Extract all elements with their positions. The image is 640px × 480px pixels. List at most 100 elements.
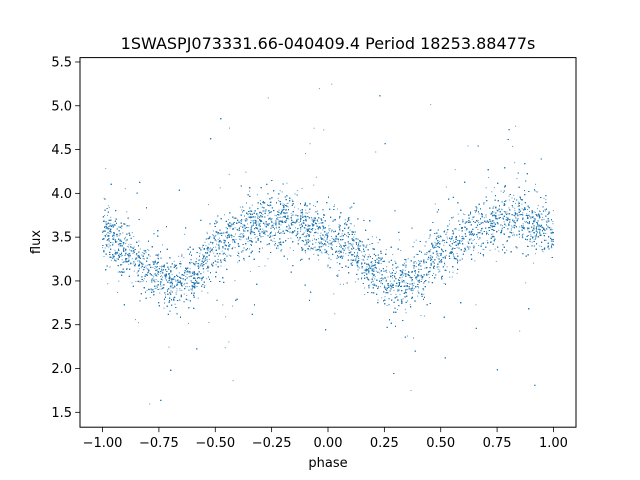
scatter-point: [533, 219, 535, 221]
scatter-point: [522, 223, 524, 225]
scatter-point: [334, 237, 336, 239]
scatter-point: [412, 292, 413, 294]
scatter-point: [527, 209, 528, 210]
scatter-point: [121, 227, 123, 229]
scatter-point: [364, 287, 366, 289]
scatter-point: [149, 297, 151, 299]
scatter-point: [413, 274, 415, 276]
scatter-point: [235, 238, 237, 240]
scatter-point: [212, 243, 213, 245]
scatter-point: [112, 238, 113, 240]
scatter-point: [294, 193, 296, 195]
scatter-point: [332, 240, 334, 242]
scatter-point: [505, 216, 507, 218]
scatter-point: [361, 277, 363, 279]
scatter-point: [155, 267, 157, 268]
scatter-point: [315, 176, 317, 178]
scatter-point: [128, 244, 130, 246]
scatter-point: [493, 187, 495, 189]
scatter-point: [471, 218, 473, 220]
scatter-point: [153, 276, 155, 278]
scatter-point: [464, 214, 466, 216]
scatter-point: [475, 211, 476, 213]
scatter-point: [517, 214, 519, 216]
scatter-point: [317, 228, 319, 230]
scatter-point: [112, 242, 114, 244]
scatter-point: [418, 260, 420, 262]
scatter-point: [277, 247, 279, 249]
scatter-point: [104, 215, 105, 217]
scatter-point: [313, 246, 315, 248]
scatter-point: [341, 233, 343, 235]
scatter-point: [534, 211, 536, 213]
scatter-point: [215, 246, 217, 248]
scatter-point: [304, 252, 306, 254]
scatter-point: [431, 263, 432, 265]
scatter-point: [157, 256, 159, 258]
scatter-point: [377, 299, 379, 301]
scatter-point: [266, 231, 268, 233]
scatter-point: [175, 292, 177, 294]
scatter-point: [257, 215, 259, 217]
scatter-point: [443, 244, 445, 246]
scatter-point: [352, 248, 354, 250]
scatter-point: [277, 219, 279, 220]
scatter-point: [126, 268, 128, 270]
scatter-point: [399, 239, 401, 241]
scatter-point: [368, 254, 370, 256]
scatter-point: [297, 240, 299, 242]
scatter-point: [345, 222, 347, 224]
scatter-point: [161, 265, 163, 267]
scatter-point: [546, 223, 547, 225]
scatter-point: [362, 255, 364, 257]
scatter-point: [390, 283, 392, 285]
scatter-point: [435, 251, 437, 253]
scatter-point: [547, 220, 549, 222]
scatter-point: [141, 254, 143, 256]
scatter-point: [418, 260, 419, 262]
scatter-point: [404, 262, 405, 264]
scatter-point: [303, 227, 305, 229]
scatter-point: [277, 197, 279, 199]
scatter-point: [287, 238, 289, 239]
scatter-point: [389, 271, 391, 273]
scatter-point: [338, 224, 340, 226]
scatter-point: [551, 247, 553, 249]
scatter-point: [241, 234, 243, 236]
scatter-point: [313, 205, 315, 207]
scatter-point: [203, 271, 205, 273]
scatter-point: [423, 293, 425, 295]
scatter-point: [142, 272, 144, 274]
scatter-point: [436, 253, 438, 255]
scatter-point: [217, 244, 219, 246]
scatter-point: [366, 258, 368, 260]
scatter-point: [268, 213, 270, 215]
scatter-point: [278, 217, 280, 218]
scatter-point: [146, 281, 147, 283]
scatter-point: [390, 273, 392, 274]
scatter-point: [210, 247, 211, 249]
scatter-point: [498, 229, 500, 231]
scatter-point: [276, 227, 278, 229]
scatter-point: [257, 214, 259, 216]
scatter-point: [286, 203, 288, 205]
scatter-point: [282, 203, 284, 205]
scatter-point: [302, 213, 304, 215]
scatter-point: [346, 235, 347, 237]
scatter-point: [103, 256, 105, 257]
scatter-point: [208, 258, 210, 260]
scatter-point: [418, 287, 419, 289]
scatter-point: [476, 209, 478, 211]
scatter-point: [228, 341, 230, 343]
scatter-point: [144, 273, 146, 275]
scatter-point: [534, 218, 536, 220]
scatter-point: [434, 241, 436, 243]
scatter-point: [154, 287, 156, 289]
scatter-point: [206, 233, 208, 235]
scatter-point: [330, 231, 332, 233]
scatter-point: [371, 263, 373, 265]
scatter-point: [228, 219, 230, 221]
scatter-point: [390, 294, 392, 295]
scatter-point: [347, 246, 349, 248]
scatter-point: [531, 231, 533, 233]
